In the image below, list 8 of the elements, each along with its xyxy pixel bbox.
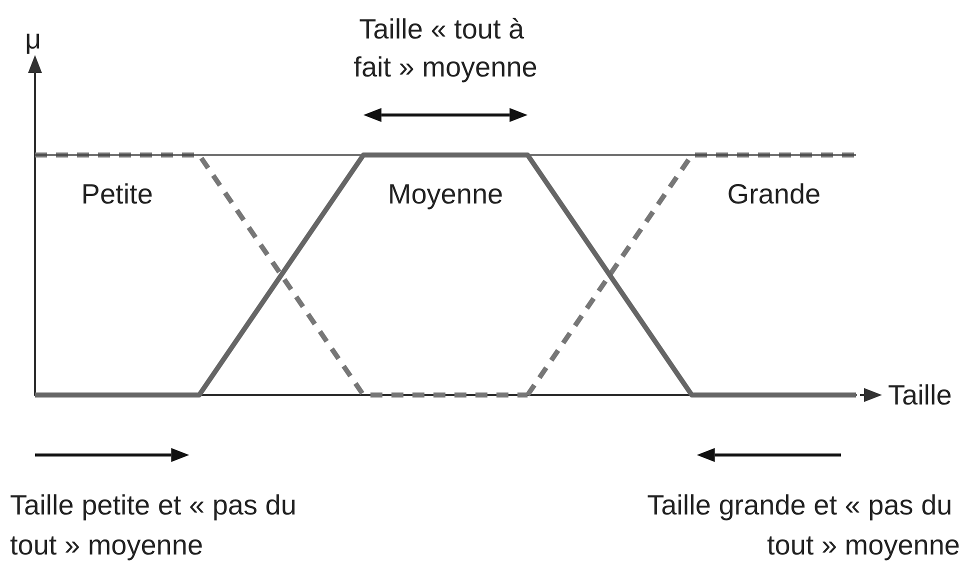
text: Taille petite et « pas du tout » moyenne <box>10 490 304 560</box>
series-label: Grande <box>727 178 821 210</box>
series-label: Petite <box>81 178 153 210</box>
y-axis-title: μ <box>25 24 42 54</box>
x-axis-title: Taille <box>888 380 952 410</box>
series-label: Moyenne <box>388 178 504 210</box>
text: Taille « tout à fait » moyenne <box>354 14 538 82</box>
text: Taille grande et « pas du tout » moyenne <box>647 490 960 560</box>
